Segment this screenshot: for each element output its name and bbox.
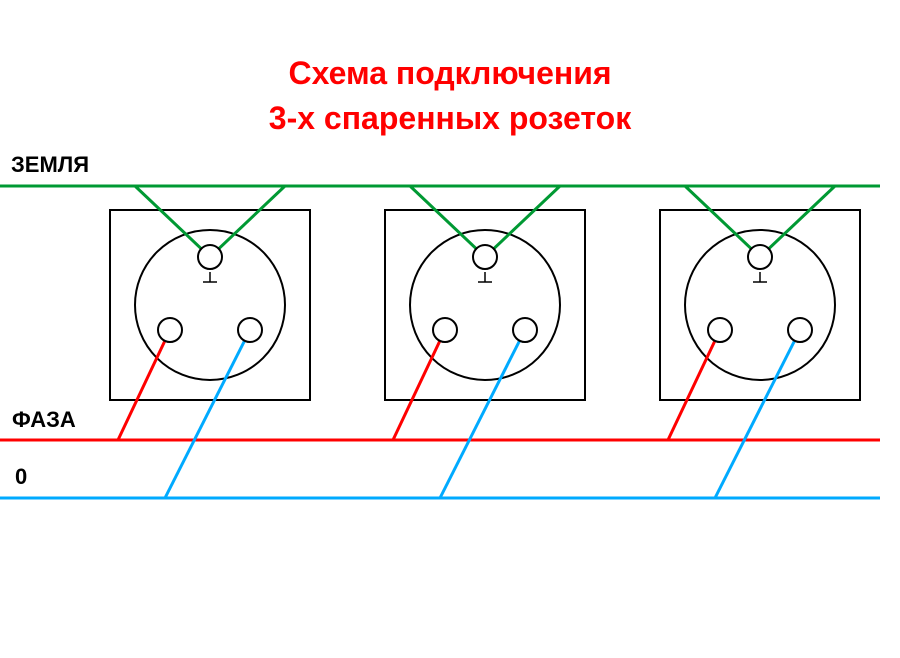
wiring-diagram	[0, 0, 900, 658]
